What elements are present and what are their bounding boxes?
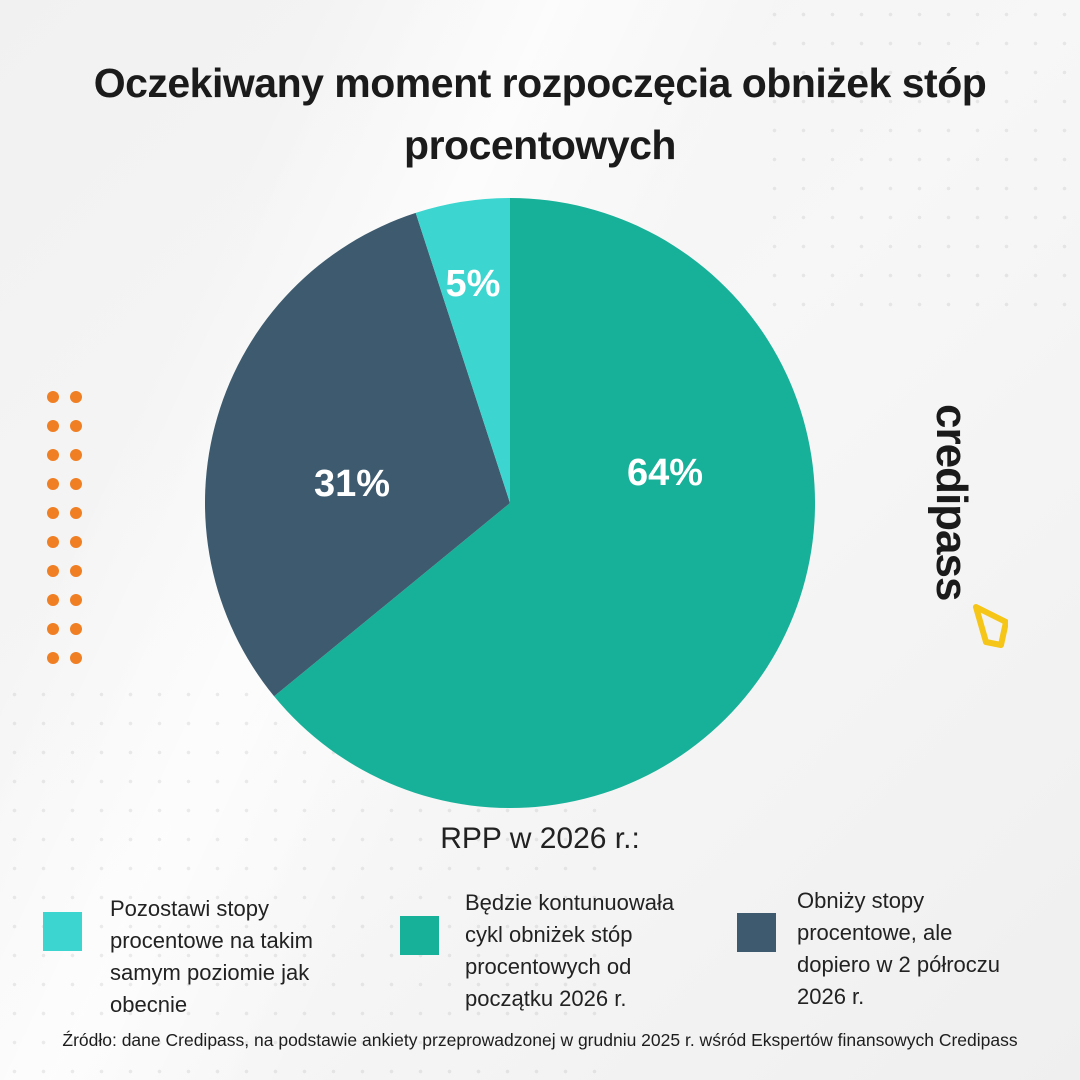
legend-text-line: 2026 r. [797,984,865,1009]
legend-text-line: samym poziomie jak [110,960,310,985]
legend-item-slate: Obniży stopy procentowe, ale dopiero w 2… [737,885,1000,1013]
legend-text-line: Obniży stopy [797,888,925,913]
chart-title-line: procentowych [404,122,676,168]
legend-text-line: Będzie kontunuowała [465,890,675,915]
legend-text-line: procentowe, ale [797,920,953,945]
legend-title: RPP w 2026 r.: [440,822,640,855]
pie-label-slate: 31% [314,463,390,505]
legend-swatch-slate [737,913,776,952]
legend-text-line: obecnie [110,992,188,1017]
legend-text-line: procentowe na takim [110,928,313,953]
pie-label-teal: 64% [627,452,703,494]
decorative-dot-column [47,391,82,664]
legend-text-line: dopiero w 2 półroczu [797,952,1001,977]
legend-item-cyan: Pozostawi stopy procentowe na takim samy… [43,893,313,1021]
legend-item-teal: Będzie kontunuowała cykl obniżek stóp pr… [400,887,674,1015]
legend-swatch-cyan [43,912,82,951]
pie-label-cyan: 5% [446,263,501,305]
legend-text-line: cykl obniżek stóp [465,922,633,947]
pie-slice-cyan[interactable] [415,197,510,503]
chart-title: Oczekiwany moment rozpoczęcia obniżek st… [0,52,1080,176]
pie-slice-teal[interactable] [274,198,816,809]
legend-text-line: Pozostawi stopy [110,896,269,921]
background-dot-pattern [760,0,1080,330]
legend-swatch-teal [400,916,439,955]
legend-text-line: początku 2026 r. [465,986,627,1011]
source-note: Źródło: dane Credipass, na podstawie ank… [62,1030,1018,1050]
pie-slice-slate[interactable] [204,212,510,697]
chart-title-line: Oczekiwany moment rozpoczęcia obniżek st… [93,60,987,106]
legend-text-line: procentowych od [465,954,632,979]
diamond-pointer-icon [973,604,1008,648]
